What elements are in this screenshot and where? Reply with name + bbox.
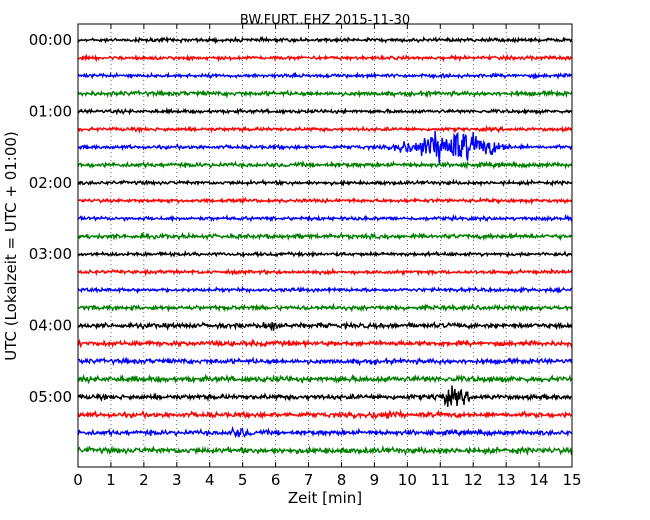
vertical-gridlines: [110, 24, 540, 467]
trace-0345: [77, 302, 573, 313]
trace-0445: [78, 373, 573, 385]
y-tick-label: 00:00: [29, 31, 72, 49]
y-tick-label: 05:00: [29, 388, 72, 406]
y-axis-label: UTC (Lokalzeit = UTC + 01:00): [2, 131, 20, 361]
x-tick-label: 10: [398, 471, 417, 489]
seismogram-traces: [77, 35, 573, 457]
trace-0215: [77, 196, 573, 206]
trace-0200: [77, 178, 573, 188]
trace-0315: [77, 267, 573, 277]
x-tick-label: 3: [172, 471, 182, 489]
x-axis-ticks: 0 1 2 3 4 5 6 7 8 9 10 11 12 13 14 15: [73, 24, 582, 489]
x-tick-label: 14: [530, 471, 549, 489]
trace-0400: [77, 320, 573, 332]
x-tick-label: 7: [304, 471, 314, 489]
x-tick-label: 5: [238, 471, 248, 489]
trace-0130: [77, 130, 573, 164]
y-axis-ticks: 00:00 01:00 02:00 03:00 04:00 05:00: [29, 31, 572, 406]
trace-0245: [77, 231, 573, 242]
trace-0045: [77, 89, 573, 99]
y-tick-label: 03:00: [29, 245, 72, 263]
trace-0430: [77, 356, 573, 367]
x-tick-label: 8: [337, 471, 347, 489]
x-tick-label: 15: [562, 471, 581, 489]
trace-0500: [77, 385, 573, 408]
trace-0300: [77, 249, 573, 259]
trace-0115: [78, 124, 573, 134]
trace-0230: [77, 213, 573, 223]
y-tick-label: 01:00: [29, 102, 72, 120]
trace-0145: [77, 159, 573, 170]
trace-0515: [77, 408, 573, 421]
x-tick-label: 11: [431, 471, 450, 489]
y-tick-label: 02:00: [29, 174, 72, 192]
x-tick-label: 1: [106, 471, 116, 489]
trace-0015: [77, 53, 573, 63]
trace-0530: [77, 425, 573, 439]
x-tick-label: 9: [370, 471, 380, 489]
trace-0000: [77, 35, 573, 45]
x-tick-label: 2: [139, 471, 149, 489]
trace-0415: [77, 338, 573, 349]
plot-frame: [77, 23, 573, 468]
x-tick-label: 12: [464, 471, 483, 489]
x-tick-label: 13: [497, 471, 516, 489]
x-tick-label: 0: [73, 471, 83, 489]
trace-0545: [77, 444, 573, 457]
y-tick-label: 04:00: [29, 317, 72, 335]
x-tick-label: 4: [205, 471, 215, 489]
trace-0330: [77, 285, 573, 295]
x-axis-label: Zeit [min]: [288, 489, 362, 507]
chart-title: BW.FURT..EHZ 2015-11-30: [240, 13, 410, 28]
trace-0100: [77, 107, 573, 116]
trace-0030: [77, 71, 573, 80]
x-tick-label: 6: [271, 471, 281, 489]
